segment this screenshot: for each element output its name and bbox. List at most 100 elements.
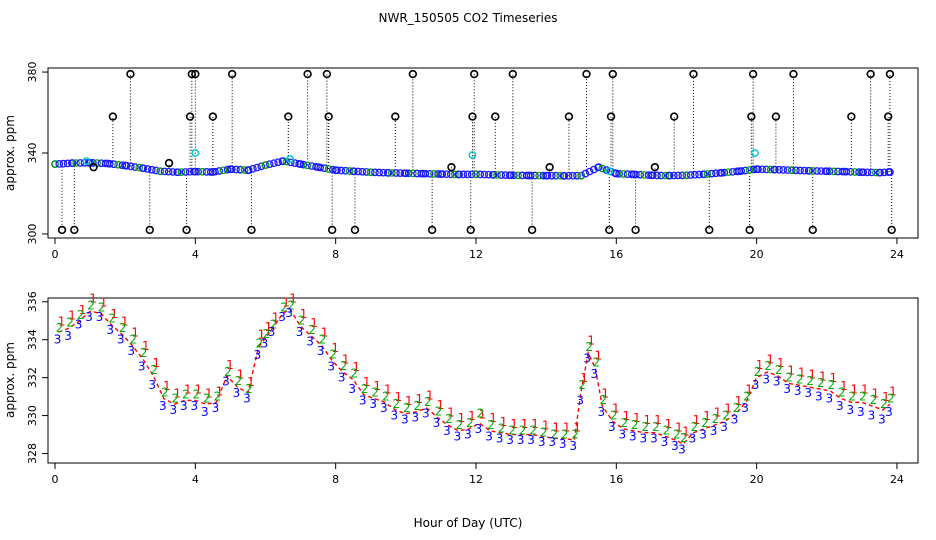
top-baseline-point [190, 167, 198, 176]
bottom-series-3-point: 3 [475, 422, 483, 436]
bottom-series-2-point: 2 [610, 408, 618, 422]
bottom-series-2-point: 2 [827, 378, 835, 392]
top-x-tick-label: 24 [890, 248, 904, 261]
top-baseline-point [417, 169, 426, 178]
top-baseline-point [59, 159, 68, 168]
top-baseline-point [387, 169, 396, 177]
bottom-series-1-point: 1 [289, 292, 297, 306]
top-outlier-point [545, 162, 554, 172]
top-baseline-point [232, 165, 240, 174]
bottom-series-2-point: 2 [235, 374, 243, 388]
bottom-series-1-point: 1 [68, 309, 76, 323]
top-outlier-point [182, 225, 191, 235]
top-baseline-point [623, 170, 632, 179]
top-baseline-point [375, 168, 384, 177]
top-baseline-point [421, 169, 430, 178]
top-y-axis-label: approx. ppm [3, 115, 17, 191]
top-outlier-point [631, 225, 640, 235]
bottom-series-2-point: 2 [319, 333, 327, 347]
top-outlier-point [89, 162, 98, 172]
top-outlier-point [187, 69, 197, 79]
bottom-series-2-point: 2 [663, 424, 671, 438]
top-baseline-point [383, 168, 392, 177]
top-baseline-point [63, 159, 72, 168]
top-baseline-point [648, 171, 657, 180]
bottom-series-3-point: 3 [96, 310, 104, 324]
top-outlier-point [847, 112, 856, 121]
bottom-series-1-point: 1 [89, 292, 97, 306]
bottom-series-2-point: 2 [466, 416, 474, 430]
bottom-series-3-point: 3 [710, 424, 718, 438]
top-x-tick-label: 8 [332, 248, 339, 261]
top-baseline-point [261, 161, 270, 169]
bottom-series-1-point: 1 [777, 356, 785, 370]
top-baseline-point [754, 165, 762, 174]
bottom-series-1-point: 1 [531, 417, 539, 431]
bottom-series-3-point: 3 [559, 437, 567, 451]
bottom-series-3-point: 3 [825, 392, 833, 406]
top-outlier-point [491, 112, 500, 121]
bottom-series-3-point: 3 [640, 431, 648, 445]
chart-title: NWR_150505 CO2 Timeseries [379, 11, 558, 25]
top-baseline-point [535, 171, 543, 180]
top-baseline-point [762, 165, 771, 174]
bottom-series-1-point: 1 [703, 409, 711, 423]
top-outlier-point [866, 69, 875, 79]
top-baseline-point [177, 168, 186, 176]
top-outlier-point [350, 225, 360, 235]
top-x-tick-label: 12 [469, 248, 483, 261]
bottom-series-1-point: 1 [282, 295, 290, 309]
top-baseline-point [640, 171, 649, 179]
top-x-tick-label: 4 [192, 248, 199, 261]
top-outlier-point [606, 112, 616, 121]
bottom-series-2-point: 2 [519, 424, 527, 438]
top-baseline-point [55, 160, 64, 168]
bottom-series-2-point: 2 [712, 412, 720, 426]
bottom-series-3-point: 3 [443, 424, 451, 438]
top-baseline-point [350, 167, 358, 176]
bottom-series-1-point: 1 [612, 402, 620, 416]
top-baseline-point [674, 171, 682, 180]
top-x-tick-label: 20 [750, 248, 764, 261]
top-outlier-point [470, 69, 479, 79]
top-outlier-point [145, 225, 154, 235]
bottom-series-3-point: 3 [278, 310, 286, 324]
top-baseline-point [400, 169, 409, 178]
top-baseline-point [661, 171, 670, 180]
top-outlier-point [582, 69, 591, 79]
bottom-series-2-point: 2 [838, 386, 846, 400]
top-baseline-point [270, 159, 278, 168]
bottom-series-3-point: 3 [650, 431, 658, 445]
bottom-series-2-point: 2 [652, 420, 660, 434]
bottom-series-2-point: 2 [540, 425, 548, 439]
top-outlier-point [408, 69, 418, 79]
bottom-y-tick-label: 334 [26, 329, 39, 350]
bottom-series-1-point: 1 [394, 390, 402, 404]
bottom-series-2-point: 2 [733, 401, 741, 415]
top-outlier-point [650, 162, 660, 172]
bottom-series-2-point: 2 [578, 378, 586, 392]
bottom-series-1-point: 1 [237, 367, 245, 381]
top-outlier-point [771, 112, 781, 121]
top-outlier-point [885, 69, 895, 79]
top-baseline-point [585, 167, 594, 176]
bottom-series-1-point: 1 [552, 421, 560, 435]
bottom-series-2-point: 2 [66, 315, 74, 329]
bottom-series-3-point: 3 [773, 374, 781, 388]
bottom-series-3-point: 3 [285, 306, 293, 320]
bottom-series-3-point: 3 [783, 382, 791, 396]
top-baseline-point [316, 163, 325, 172]
top-baseline-point [876, 168, 884, 177]
top-baseline-point [206, 168, 215, 176]
bottom-series-1-point: 1 [437, 398, 445, 412]
top-baseline-point [783, 166, 792, 174]
top-baseline-point [846, 167, 855, 176]
top-baseline-point [442, 170, 451, 179]
bottom-series-3-point: 3 [106, 323, 114, 337]
top-outlier-point [669, 112, 679, 121]
top-baseline-point [539, 171, 548, 180]
bottom-series-2-point: 2 [806, 374, 814, 388]
top-baseline-point [590, 165, 598, 174]
top-outlier-point [227, 69, 237, 79]
